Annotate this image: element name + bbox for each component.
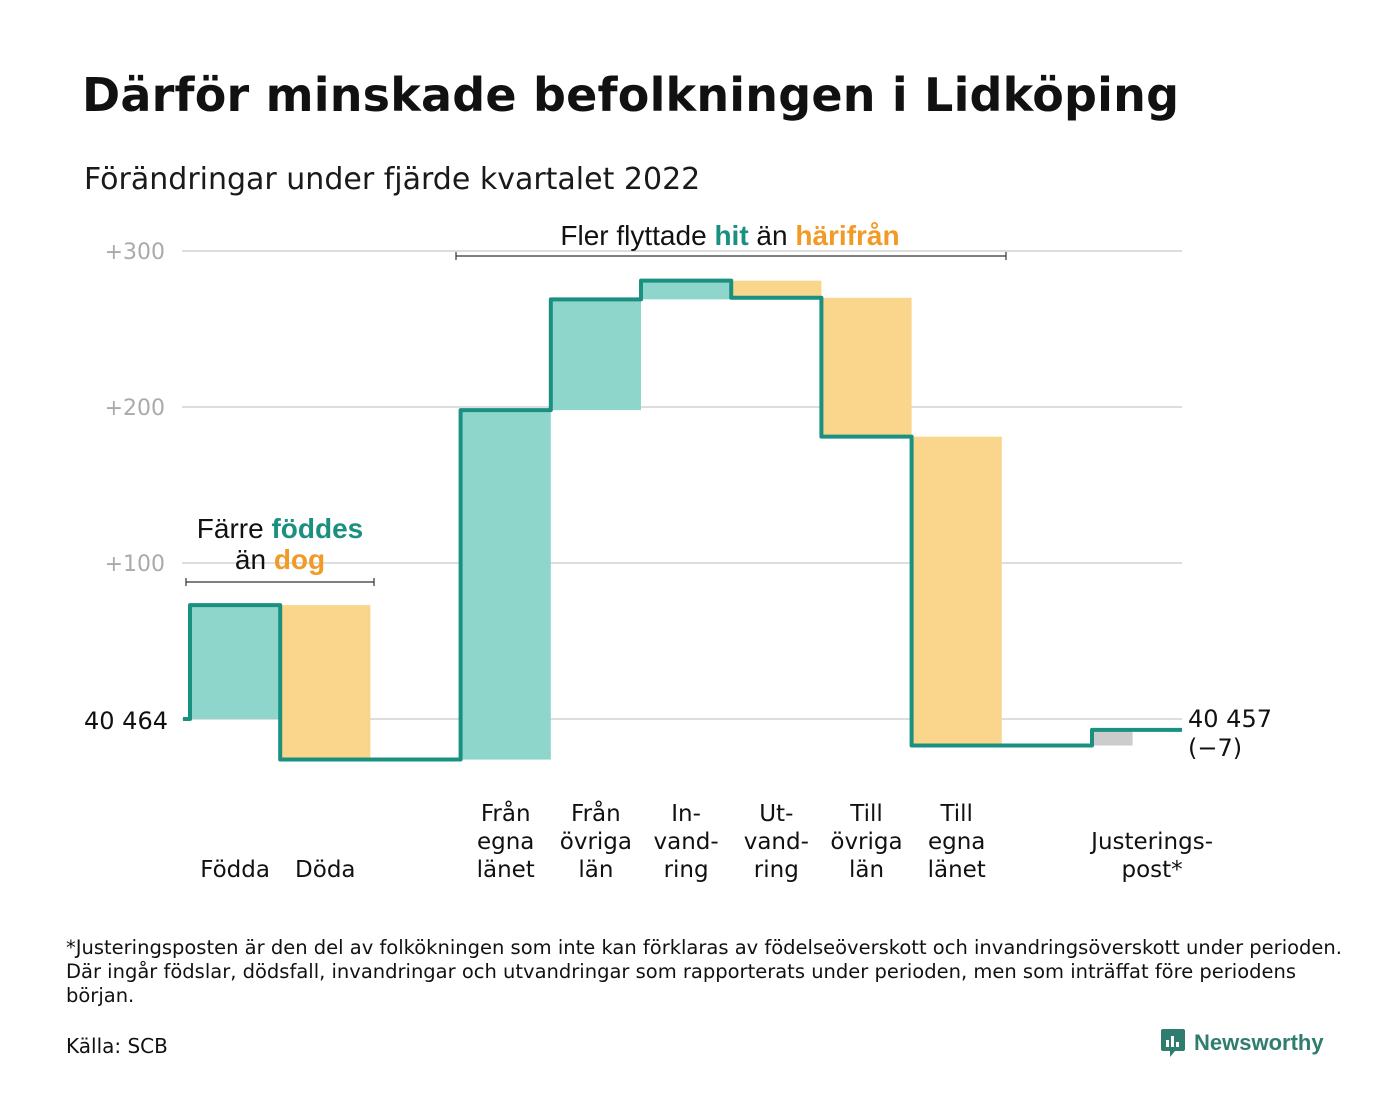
annotation-births-deaths: Färre föddes än dog [185,513,375,586]
category-label: Från [571,799,621,827]
annotation-migration: Fler flyttade hit än härifrån [455,220,1007,260]
brand-name: Newsworthy [1194,1030,1324,1055]
bar-8 [911,436,1002,746]
category-label: post* [1122,857,1183,883]
bar-3 [460,410,551,760]
cumulative-step-line [183,278,1182,762]
chart-subtitle: Förändringar under fjärde kvartalet 2022 [84,162,701,197]
annotation-deaths-prefix: än [235,544,274,575]
category-label: Döda [295,857,355,883]
bar-6 [731,280,822,298]
annotation-deaths-highlight: dog [274,544,325,575]
category-label: Till [939,801,973,827]
category-label: ring [664,857,709,883]
bar-5 [641,280,732,300]
category-label: Ut- [759,801,793,827]
footnote: *Justeringsposten är den del av folkökni… [66,936,1342,1007]
category-label: övriga [560,829,632,855]
category-label: vand- [654,829,719,855]
category-label: Från [481,799,531,827]
svg-text:än dog: än dog [235,544,325,575]
category-label: län [578,857,613,883]
brand-logo: Newsworthy [1160,1028,1324,1058]
y-tick-label: +200 [105,396,165,421]
category-label: egna [928,829,985,855]
source-label: Källa: SCB [66,1034,168,1058]
bar-7 [821,297,912,437]
category-label: län [849,857,884,883]
bar-chart-speech-bubble-icon [1161,1029,1185,1057]
annotation-migration-middle: än [749,220,796,251]
bar-0 [190,605,281,719]
bar-4 [550,299,641,411]
svg-text:Fler flyttade hit än härifrån: Fler flyttade hit än härifrån [560,220,899,251]
category-label: Födda [200,857,270,883]
category-label: egna [477,829,534,855]
category-label: vand- [744,829,809,855]
bar-adjustment [1092,729,1133,746]
category-label: länet [928,857,986,883]
start-value-label: 40 464 [84,707,168,735]
end-change-label: (−7) [1188,734,1242,762]
y-tick-label: +100 [105,552,165,577]
end-value-label: 40 457 [1188,705,1272,733]
annotation-births-bracket [185,578,375,586]
chart-title: Därför minskade befolkningen i Lidköping [82,68,1180,122]
annotation-births-prefix: Färre [197,513,272,544]
category-label: Justerings- [1089,829,1213,855]
category-label: Till [849,801,883,827]
category-label: ring [754,857,799,883]
annotation-births-highlight: föddes [271,513,363,544]
category-label: In- [671,801,701,827]
annotation-migration-hit: hit [714,220,748,251]
svg-text:Färre föddes: Färre föddes [197,513,363,544]
annotation-migration-harifran: härifrån [795,220,899,251]
annotation-migration-bracket [455,252,1007,260]
y-tick-label: +300 [105,240,165,265]
bar-1 [280,605,371,760]
category-label: övriga [830,829,902,855]
category-label: länet [477,857,535,883]
annotation-migration-prefix: Fler flyttade [560,220,714,251]
